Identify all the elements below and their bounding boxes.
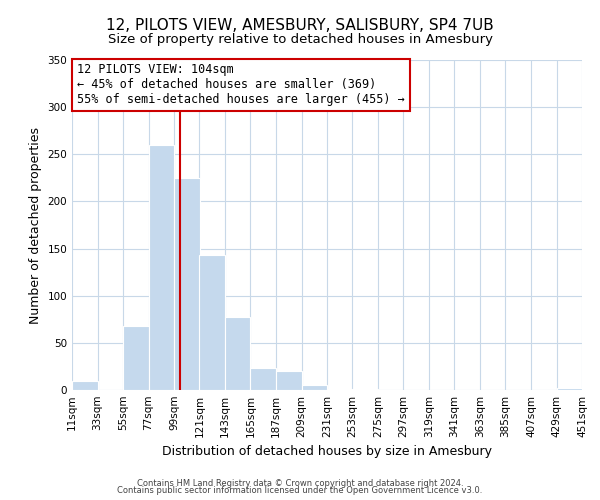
Bar [352,389,378,390]
X-axis label: Distribution of detached houses by size in Amesbury: Distribution of detached houses by size … [162,446,492,458]
Text: 12 PILOTS VIEW: 104sqm
← 45% of detached houses are smaller (369)
55% of semi-de: 12 PILOTS VIEW: 104sqm ← 45% of detached… [77,64,405,106]
Bar [327,389,352,390]
Bar [225,318,251,390]
Text: 12, PILOTS VIEW, AMESBURY, SALISBURY, SP4 7UB: 12, PILOTS VIEW, AMESBURY, SALISBURY, SP… [106,18,494,32]
Text: Contains HM Land Registry data © Crown copyright and database right 2024.: Contains HM Land Registry data © Crown c… [137,478,463,488]
Y-axis label: Number of detached properties: Number of detached properties [29,126,42,324]
Bar [174,178,199,390]
Bar [251,368,276,390]
Text: Contains public sector information licensed under the Open Government Licence v3: Contains public sector information licen… [118,486,482,495]
Bar [123,326,149,390]
Bar [149,145,174,390]
Bar [199,255,225,390]
Text: Size of property relative to detached houses in Amesbury: Size of property relative to detached ho… [107,32,493,46]
Bar [276,371,302,390]
Bar [72,380,97,390]
Bar [557,388,582,390]
Bar [302,386,327,390]
